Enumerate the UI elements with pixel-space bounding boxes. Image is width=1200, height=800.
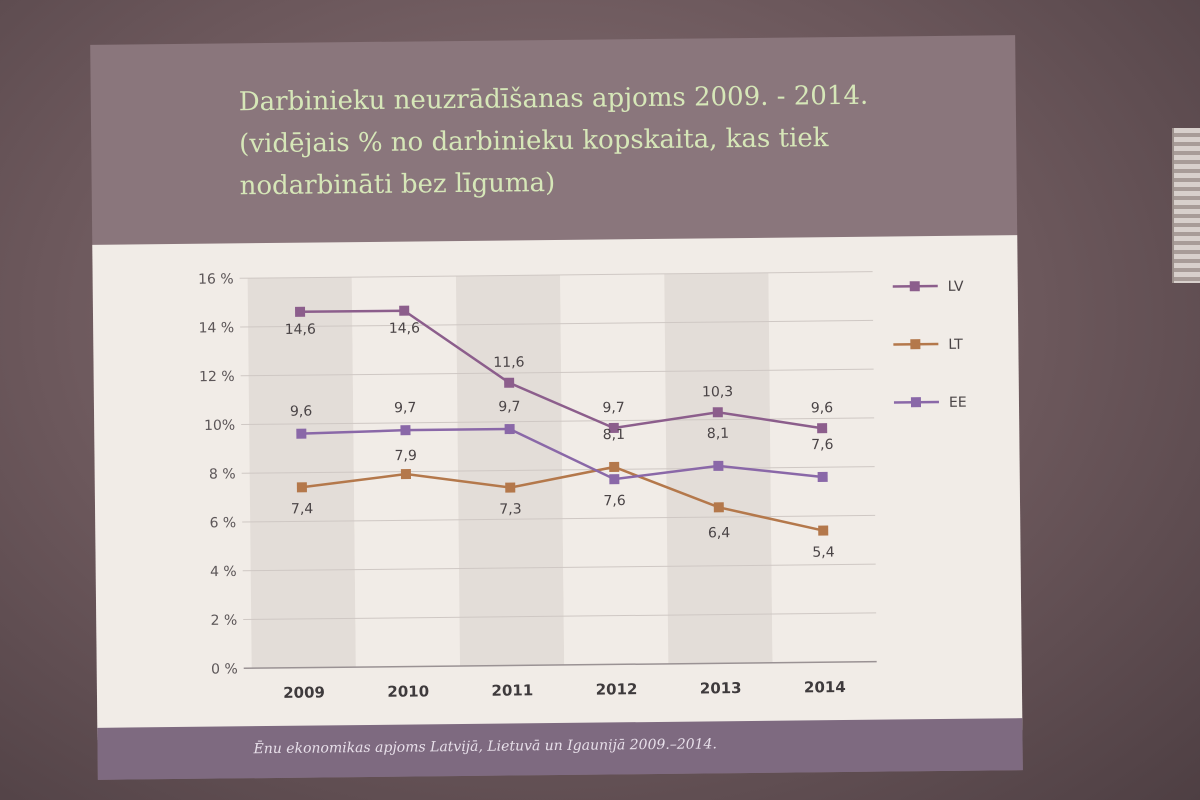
data-label-lt: 5,4 [812, 544, 835, 560]
title-line-1: Darbinieku neuzrādīšanas apjoms 2009. - … [238, 80, 869, 118]
gridline [239, 271, 873, 279]
title-line-2: (vidējais % no darbinieku kopskaita, kas… [239, 123, 829, 160]
legend-label-lt: LT [948, 337, 963, 353]
chart-panel: 0 % 2 % 4 % 6 % 8 % 10% 12 % 14 % 16 % 2009 2010 20… [92, 235, 1023, 740]
data-point-lt [505, 482, 516, 493]
legend-marker-ee [910, 397, 922, 408]
data-point-lv [608, 422, 619, 434]
gridline [242, 563, 876, 572]
legend-marker-lv [909, 281, 920, 292]
y-tick-label: 10% [204, 418, 235, 434]
footer-bar: Ēnu ekonomikas apjoms Latvijā, Lietuvā u… [97, 718, 1023, 780]
legend-label-ee: EE [949, 395, 967, 411]
y-tick-label: 4 % [210, 564, 237, 580]
x-tick-label: 2011 [491, 681, 533, 699]
x-tick-label: 2009 [283, 683, 325, 701]
data-label-lv: 9,6 [811, 400, 834, 416]
y-tick-label: 14 % [198, 320, 234, 336]
data-label-lv: 14,6 [389, 321, 420, 337]
data-point-lv [712, 407, 723, 418]
data-point-ee [296, 428, 307, 439]
gridline [240, 368, 874, 377]
data-point-lv [504, 377, 515, 388]
data-point-lt [713, 502, 724, 513]
line-chart: 0 % 2 % 4 % 6 % 8 % 10% 12 % 14 % 16 % 2009 2010 20… [198, 271, 967, 702]
series-line-lt [301, 465, 824, 532]
data-point-ee [609, 474, 620, 485]
data-point-lv [817, 423, 828, 434]
gridline [240, 319, 874, 328]
data-label-ee: 8,1 [707, 426, 729, 442]
series-line-lv [300, 309, 823, 430]
title-line-3: nodarbināti bez līguma) [239, 168, 556, 202]
projected-slide: Darbinieku neuzrādīšanas apjoms 2009. - … [90, 35, 1023, 780]
data-label-lt: 7,9 [395, 448, 417, 464]
data-point-lt [609, 461, 620, 473]
y-tick-label: 2 % [210, 613, 237, 629]
data-point-ee [400, 425, 411, 436]
wall-vent [1172, 128, 1200, 283]
data-label-lt: 6,4 [708, 525, 731, 541]
y-tick-label: 16 % [198, 271, 234, 287]
data-label-ee: 9,6 [290, 404, 313, 420]
y-tick-label: 0 % [211, 661, 238, 677]
data-point-ee [713, 460, 724, 471]
data-label-lv: 9,7 [602, 400, 624, 416]
y-tick-label: 8 % [209, 466, 236, 482]
slide-title: Darbinieku neuzrādīšanas apjoms 2009. - … [239, 74, 960, 208]
data-label-lt: 8,1 [603, 427, 625, 443]
data-label-ee: 7,6 [811, 437, 834, 453]
data-point-lv [399, 305, 410, 316]
data-point-lv [295, 306, 306, 317]
data-point-lt [818, 525, 829, 536]
gridline [242, 514, 876, 523]
data-point-ee [817, 471, 828, 483]
data-label-ee: 9,7 [498, 399, 520, 415]
gridline [241, 466, 875, 474]
gridline [243, 660, 877, 670]
data-label-lv: 14,6 [285, 322, 316, 338]
gridline [243, 612, 877, 621]
y-tick-label: 6 % [209, 515, 236, 531]
y-tick-label: 12 % [199, 369, 235, 385]
x-tick-label: 2010 [387, 682, 429, 700]
data-point-ee [504, 424, 515, 435]
data-label-ee: 7,6 [603, 493, 626, 509]
data-label-lv: 11,6 [493, 355, 524, 371]
legend-marker-lt [910, 339, 921, 350]
data-point-lt [296, 482, 307, 493]
x-tick-label: 2013 [700, 679, 742, 697]
x-tick-label: 2014 [804, 678, 846, 696]
data-label-ee: 9,7 [394, 400, 416, 416]
data-label-lt: 7,3 [499, 501, 521, 517]
legend-label-lv: LV [948, 279, 964, 295]
data-point-lt [400, 468, 411, 480]
source-caption: Ēnu ekonomikas apjoms Latvijā, Lietuvā u… [253, 736, 717, 758]
series-line-ee [301, 427, 823, 481]
data-label-lt: 7,4 [291, 501, 314, 517]
data-label-lv: 10,3 [702, 384, 733, 400]
x-tick-label: 2012 [596, 680, 638, 698]
